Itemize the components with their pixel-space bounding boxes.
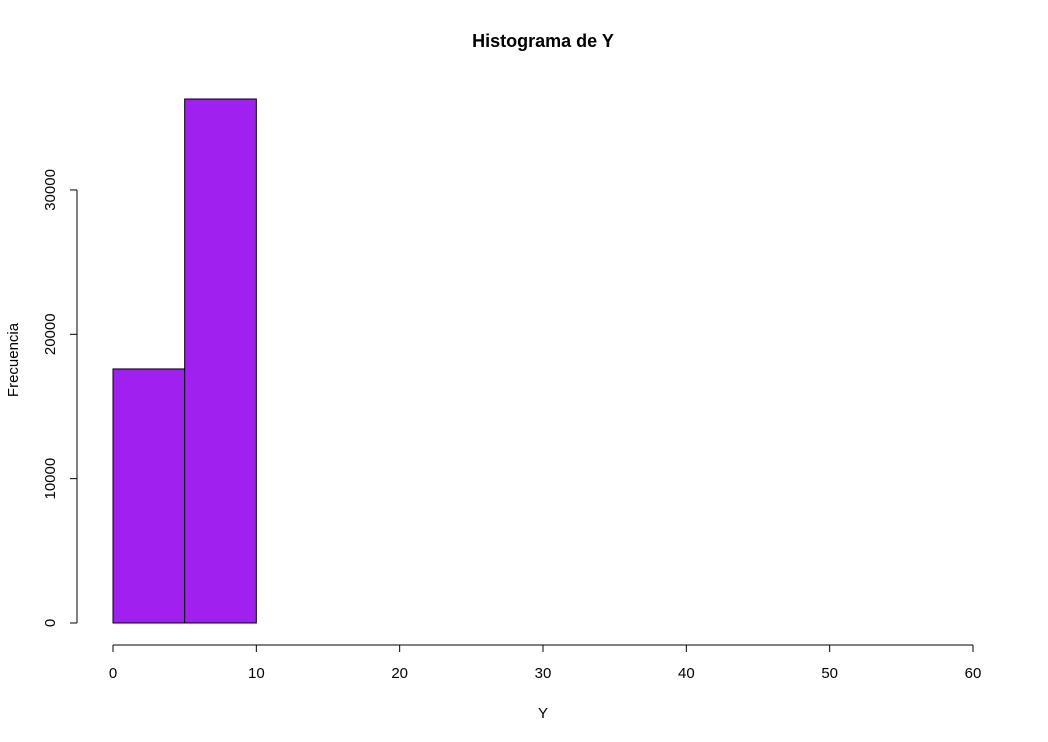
y-tick-label: 20000: [42, 313, 59, 355]
x-tick-label: 30: [535, 665, 552, 682]
x-tick-label: 60: [965, 665, 982, 682]
x-tick-label: 10: [248, 665, 265, 682]
x-tick-label: 40: [678, 665, 695, 682]
x-tick-label: 20: [391, 665, 408, 682]
histogram-bar: [112, 368, 186, 624]
y-axis-label: Frecuencia: [5, 322, 22, 397]
x-tick-label: 50: [821, 665, 838, 682]
x-axis-label: Y: [538, 705, 548, 722]
y-axis: 0 10000 20000 30000: [42, 169, 78, 627]
y-tick-label: 0: [42, 619, 59, 627]
x-axis: 0 10 20 30 40 50 60: [109, 644, 982, 682]
chart-title: Histograma de Y: [472, 31, 614, 51]
y-tick-label: 30000: [42, 169, 59, 211]
histogram-bar: [184, 98, 257, 624]
y-tick-label: 10000: [42, 458, 59, 500]
x-tick-label: 0: [109, 665, 117, 682]
bars-group: [112, 98, 257, 624]
